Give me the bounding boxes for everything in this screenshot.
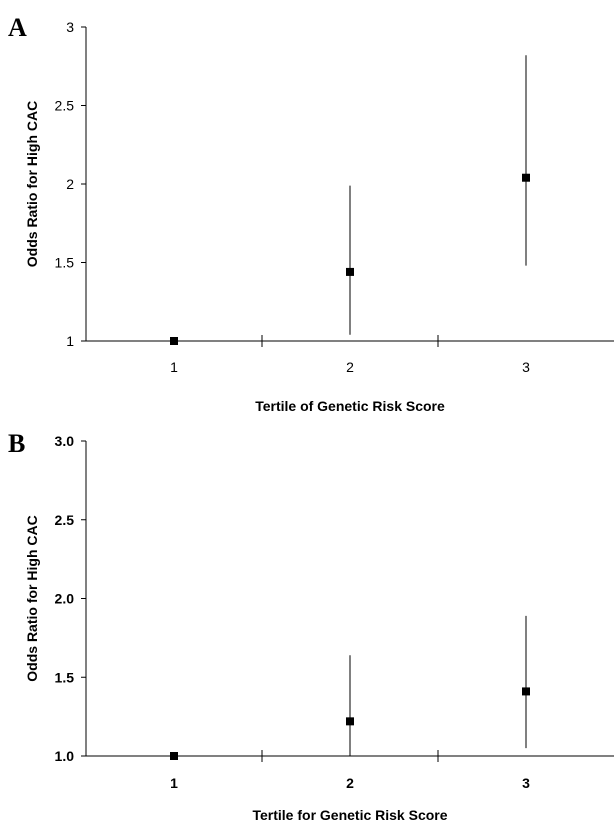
data-point [170,337,178,345]
x-tick-label: 2 [346,775,354,791]
panel-b: B 1.0 1.5 2.0 2.5 3.0 1 2 3 Tertile for Genetic R… [8,429,614,823]
x-tick-label: 1 [170,775,178,791]
x-tick-label: 3 [522,359,530,375]
x-axis-label: Tertile for Genetic Risk Score [252,807,447,823]
y-tick-label: 2 [66,176,74,192]
y-tick-label: 2.0 [55,591,75,607]
panel-letter: B [8,429,25,458]
y-tick-label: 2.5 [55,512,75,528]
panel-a: A 1 1.5 2 2.5 3 1 2 3 Tertile of Genetic Risk Sco… [8,13,614,414]
x-axis-label: Tertile of Genetic Risk Score [255,398,445,414]
y-tick-label: 1.0 [55,748,75,764]
y-tick-label: 1.5 [55,255,75,271]
y-tick-label: 1.5 [55,669,75,685]
x-tick-label: 3 [522,775,530,791]
y-axis-label: Odds Ratio for High CAC [24,101,40,267]
panel-letter: A [8,13,27,42]
y-axis-label: Odds Ratio for High CAC [24,515,40,681]
x-tick-label: 1 [170,359,178,375]
data-point [346,717,354,726]
y-tick-label: 2.5 [55,98,75,114]
x-tick-label: 2 [346,359,354,375]
data-point [346,267,354,276]
y-tick-label: 3.0 [55,433,75,449]
y-tick-label: 1 [66,333,74,349]
y-tick-label: 3 [66,19,74,35]
data-point [170,752,178,760]
data-point [522,687,530,696]
data-point [522,173,530,182]
